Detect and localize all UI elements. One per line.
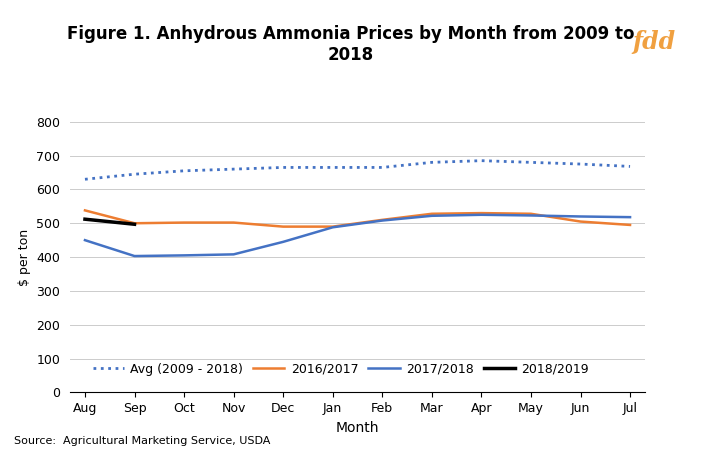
2016/2017 bbox=[576, 219, 585, 224]
Avg (2009 - 2018) bbox=[576, 161, 585, 167]
2017/2018 bbox=[428, 213, 436, 218]
Line: 2017/2018: 2017/2018 bbox=[85, 215, 630, 256]
2016/2017 bbox=[477, 210, 486, 216]
2016/2017 bbox=[526, 211, 535, 216]
2016/2017 bbox=[329, 224, 337, 229]
2018/2019 bbox=[130, 221, 139, 227]
2016/2017 bbox=[81, 207, 89, 213]
Avg (2009 - 2018) bbox=[81, 176, 89, 182]
Text: Figure 1. Anhydrous Ammonia Prices by Month from 2009 to
2018: Figure 1. Anhydrous Ammonia Prices by Mo… bbox=[67, 25, 634, 64]
2017/2018 bbox=[130, 253, 139, 259]
Avg (2009 - 2018) bbox=[130, 171, 139, 177]
2017/2018 bbox=[576, 214, 585, 219]
2016/2017 bbox=[626, 222, 634, 228]
Line: 2016/2017: 2016/2017 bbox=[85, 210, 630, 226]
2017/2018 bbox=[229, 252, 238, 257]
2017/2018 bbox=[526, 213, 535, 218]
Avg (2009 - 2018) bbox=[378, 165, 386, 170]
Avg (2009 - 2018) bbox=[180, 168, 189, 174]
Legend: Avg (2009 - 2018), 2016/2017, 2017/2018, 2018/2019: Avg (2009 - 2018), 2016/2017, 2017/2018,… bbox=[88, 358, 594, 381]
2017/2018 bbox=[279, 239, 287, 244]
Avg (2009 - 2018) bbox=[279, 165, 287, 170]
2016/2017 bbox=[428, 211, 436, 216]
Text: fdd: fdd bbox=[632, 30, 675, 54]
Avg (2009 - 2018) bbox=[526, 160, 535, 165]
Avg (2009 - 2018) bbox=[229, 166, 238, 172]
2017/2018 bbox=[329, 225, 337, 230]
Avg (2009 - 2018) bbox=[626, 164, 634, 169]
2016/2017 bbox=[180, 220, 189, 225]
2016/2017 bbox=[279, 224, 287, 229]
Avg (2009 - 2018) bbox=[477, 158, 486, 163]
2017/2018 bbox=[626, 214, 634, 220]
2017/2018 bbox=[477, 212, 486, 217]
2016/2017 bbox=[130, 221, 139, 226]
Text: Source:  Agricultural Marketing Service, USDA: Source: Agricultural Marketing Service, … bbox=[14, 437, 271, 446]
X-axis label: Month: Month bbox=[336, 421, 379, 435]
Y-axis label: $ per ton: $ per ton bbox=[18, 229, 31, 285]
Line: Avg (2009 - 2018): Avg (2009 - 2018) bbox=[85, 161, 630, 179]
2016/2017 bbox=[378, 217, 386, 222]
2018/2019 bbox=[81, 216, 89, 222]
Avg (2009 - 2018) bbox=[428, 160, 436, 165]
Line: 2018/2019: 2018/2019 bbox=[85, 219, 135, 224]
2016/2017 bbox=[229, 220, 238, 225]
2017/2018 bbox=[180, 253, 189, 258]
2017/2018 bbox=[81, 237, 89, 243]
Avg (2009 - 2018) bbox=[329, 165, 337, 170]
2017/2018 bbox=[378, 218, 386, 223]
